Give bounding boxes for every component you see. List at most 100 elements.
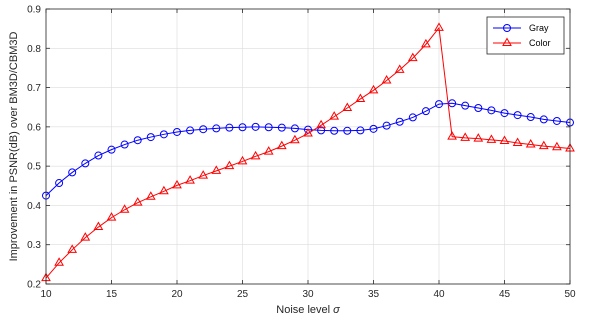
- series-gray-point: [343, 126, 352, 135]
- series-color-point: [145, 191, 156, 200]
- series-gray-point: [448, 99, 457, 108]
- series-color-point: [159, 185, 169, 195]
- series-color-point: [421, 38, 431, 48]
- series-color-point: [538, 140, 549, 150]
- series-color-point: [303, 128, 313, 137]
- series-gray-point: [133, 136, 142, 145]
- x-tick-label: 25: [237, 289, 249, 300]
- series-color-point: [172, 179, 182, 189]
- series-color-point: [263, 146, 274, 155]
- series-gray-point: [251, 122, 260, 131]
- series-color-point: [198, 170, 209, 179]
- y-tick-label: 0.4: [27, 201, 41, 212]
- series-color-point: [525, 139, 536, 148]
- series-gray-point: [552, 116, 561, 125]
- y-tick-label: 0.5: [27, 162, 41, 173]
- series-color-point: [67, 244, 78, 253]
- legend-color-label: Color: [529, 38, 551, 48]
- series-color-point: [329, 111, 340, 120]
- y-tick-label: 0.8: [27, 44, 41, 55]
- series-gray-point: [330, 126, 339, 135]
- series-gray-point: [487, 106, 496, 115]
- series-color-point: [80, 232, 91, 241]
- x-tick-label: 50: [564, 289, 576, 300]
- x-axis-label: Noise level σ: [276, 304, 340, 316]
- series-color-point: [224, 160, 235, 170]
- x-tick-label: 30: [302, 289, 314, 300]
- series-color-point: [486, 134, 497, 143]
- series-gray-point: [238, 123, 247, 132]
- x-tick-label: 45: [499, 289, 511, 300]
- series-gray-point: [146, 133, 155, 142]
- series-gray-point: [94, 151, 103, 160]
- y-tick-label: 0.9: [27, 5, 41, 16]
- series-color-point: [512, 137, 523, 146]
- series-color-point: [132, 197, 143, 206]
- series-color-point: [499, 135, 510, 144]
- series-gray-point: [225, 123, 234, 132]
- series-gray-point: [526, 113, 535, 122]
- series-color-point: [237, 155, 248, 165]
- series-color-point: [119, 204, 130, 213]
- series-layer: [41, 22, 575, 282]
- y-tick-label: 0.6: [27, 122, 41, 133]
- series-color-point: [185, 175, 195, 184]
- series-color-point: [447, 131, 457, 140]
- series-color-point: [355, 93, 366, 102]
- series-color-point: [276, 140, 287, 150]
- series-gray-point: [369, 124, 378, 133]
- series-gray-point: [120, 140, 129, 149]
- x-tick-label: 20: [171, 289, 183, 300]
- series-gray-point: [317, 126, 326, 135]
- legend-color-marker: [502, 37, 512, 46]
- series-gray-point: [68, 168, 77, 177]
- series-gray-point: [474, 104, 483, 112]
- series-color-point: [211, 165, 222, 174]
- x-tick-label: 10: [40, 289, 52, 300]
- series-color-point: [552, 141, 562, 151]
- series-color-point: [381, 74, 392, 84]
- series-gray-point: [212, 124, 221, 133]
- y-tick-label: 0.3: [27, 240, 41, 251]
- series-gray-point: [382, 121, 391, 130]
- legend-gray-marker: [503, 24, 511, 32]
- series-color-point: [407, 52, 418, 62]
- x-tick-label: 35: [368, 289, 380, 300]
- series-gray-point: [435, 100, 443, 109]
- series-gray-point: [461, 101, 470, 110]
- series-gray-point: [421, 107, 430, 116]
- series-color-point: [368, 84, 379, 94]
- legend: Gray Color: [486, 16, 565, 55]
- series-gray-point: [107, 145, 116, 154]
- series-color-point: [342, 102, 353, 111]
- y-axis-label: Improvement in PSNR(dB) over BM3D/CBM3D: [8, 32, 20, 262]
- series-color-point: [434, 22, 444, 31]
- x-tick-label: 15: [106, 289, 118, 300]
- series-gray-point: [290, 124, 299, 133]
- y-tick-label: 0.7: [27, 83, 41, 94]
- series-gray-point: [500, 109, 509, 118]
- series-color-point: [250, 150, 261, 160]
- series-gray-point: [277, 123, 286, 132]
- series-gray-point: [199, 125, 208, 134]
- series-gray-point: [408, 113, 417, 122]
- series-color-point: [54, 257, 64, 266]
- series-gray-point: [159, 130, 168, 139]
- legend-gray-label: Gray: [529, 23, 549, 33]
- series-gray-point: [81, 159, 90, 168]
- x-tick-label: 40: [433, 289, 445, 300]
- series-gray-point: [264, 123, 273, 132]
- series-gray-point: [55, 179, 64, 188]
- series-color-point: [316, 119, 326, 129]
- series-color-point: [106, 212, 117, 221]
- series-color-point: [93, 221, 104, 231]
- series-color-point: [394, 64, 405, 73]
- series-gray-point: [186, 126, 195, 135]
- series-color-point: [473, 133, 484, 142]
- series-gray-point: [173, 127, 181, 136]
- series-color-point: [460, 132, 471, 141]
- legend-box: [486, 16, 565, 55]
- series-color-point: [290, 134, 300, 144]
- axis-ticks: 10 15 20 25 30 35 40 45 50 0.2 0.3 0.4 0.5 0.6 0.7 0.8 0…: [27, 5, 576, 301]
